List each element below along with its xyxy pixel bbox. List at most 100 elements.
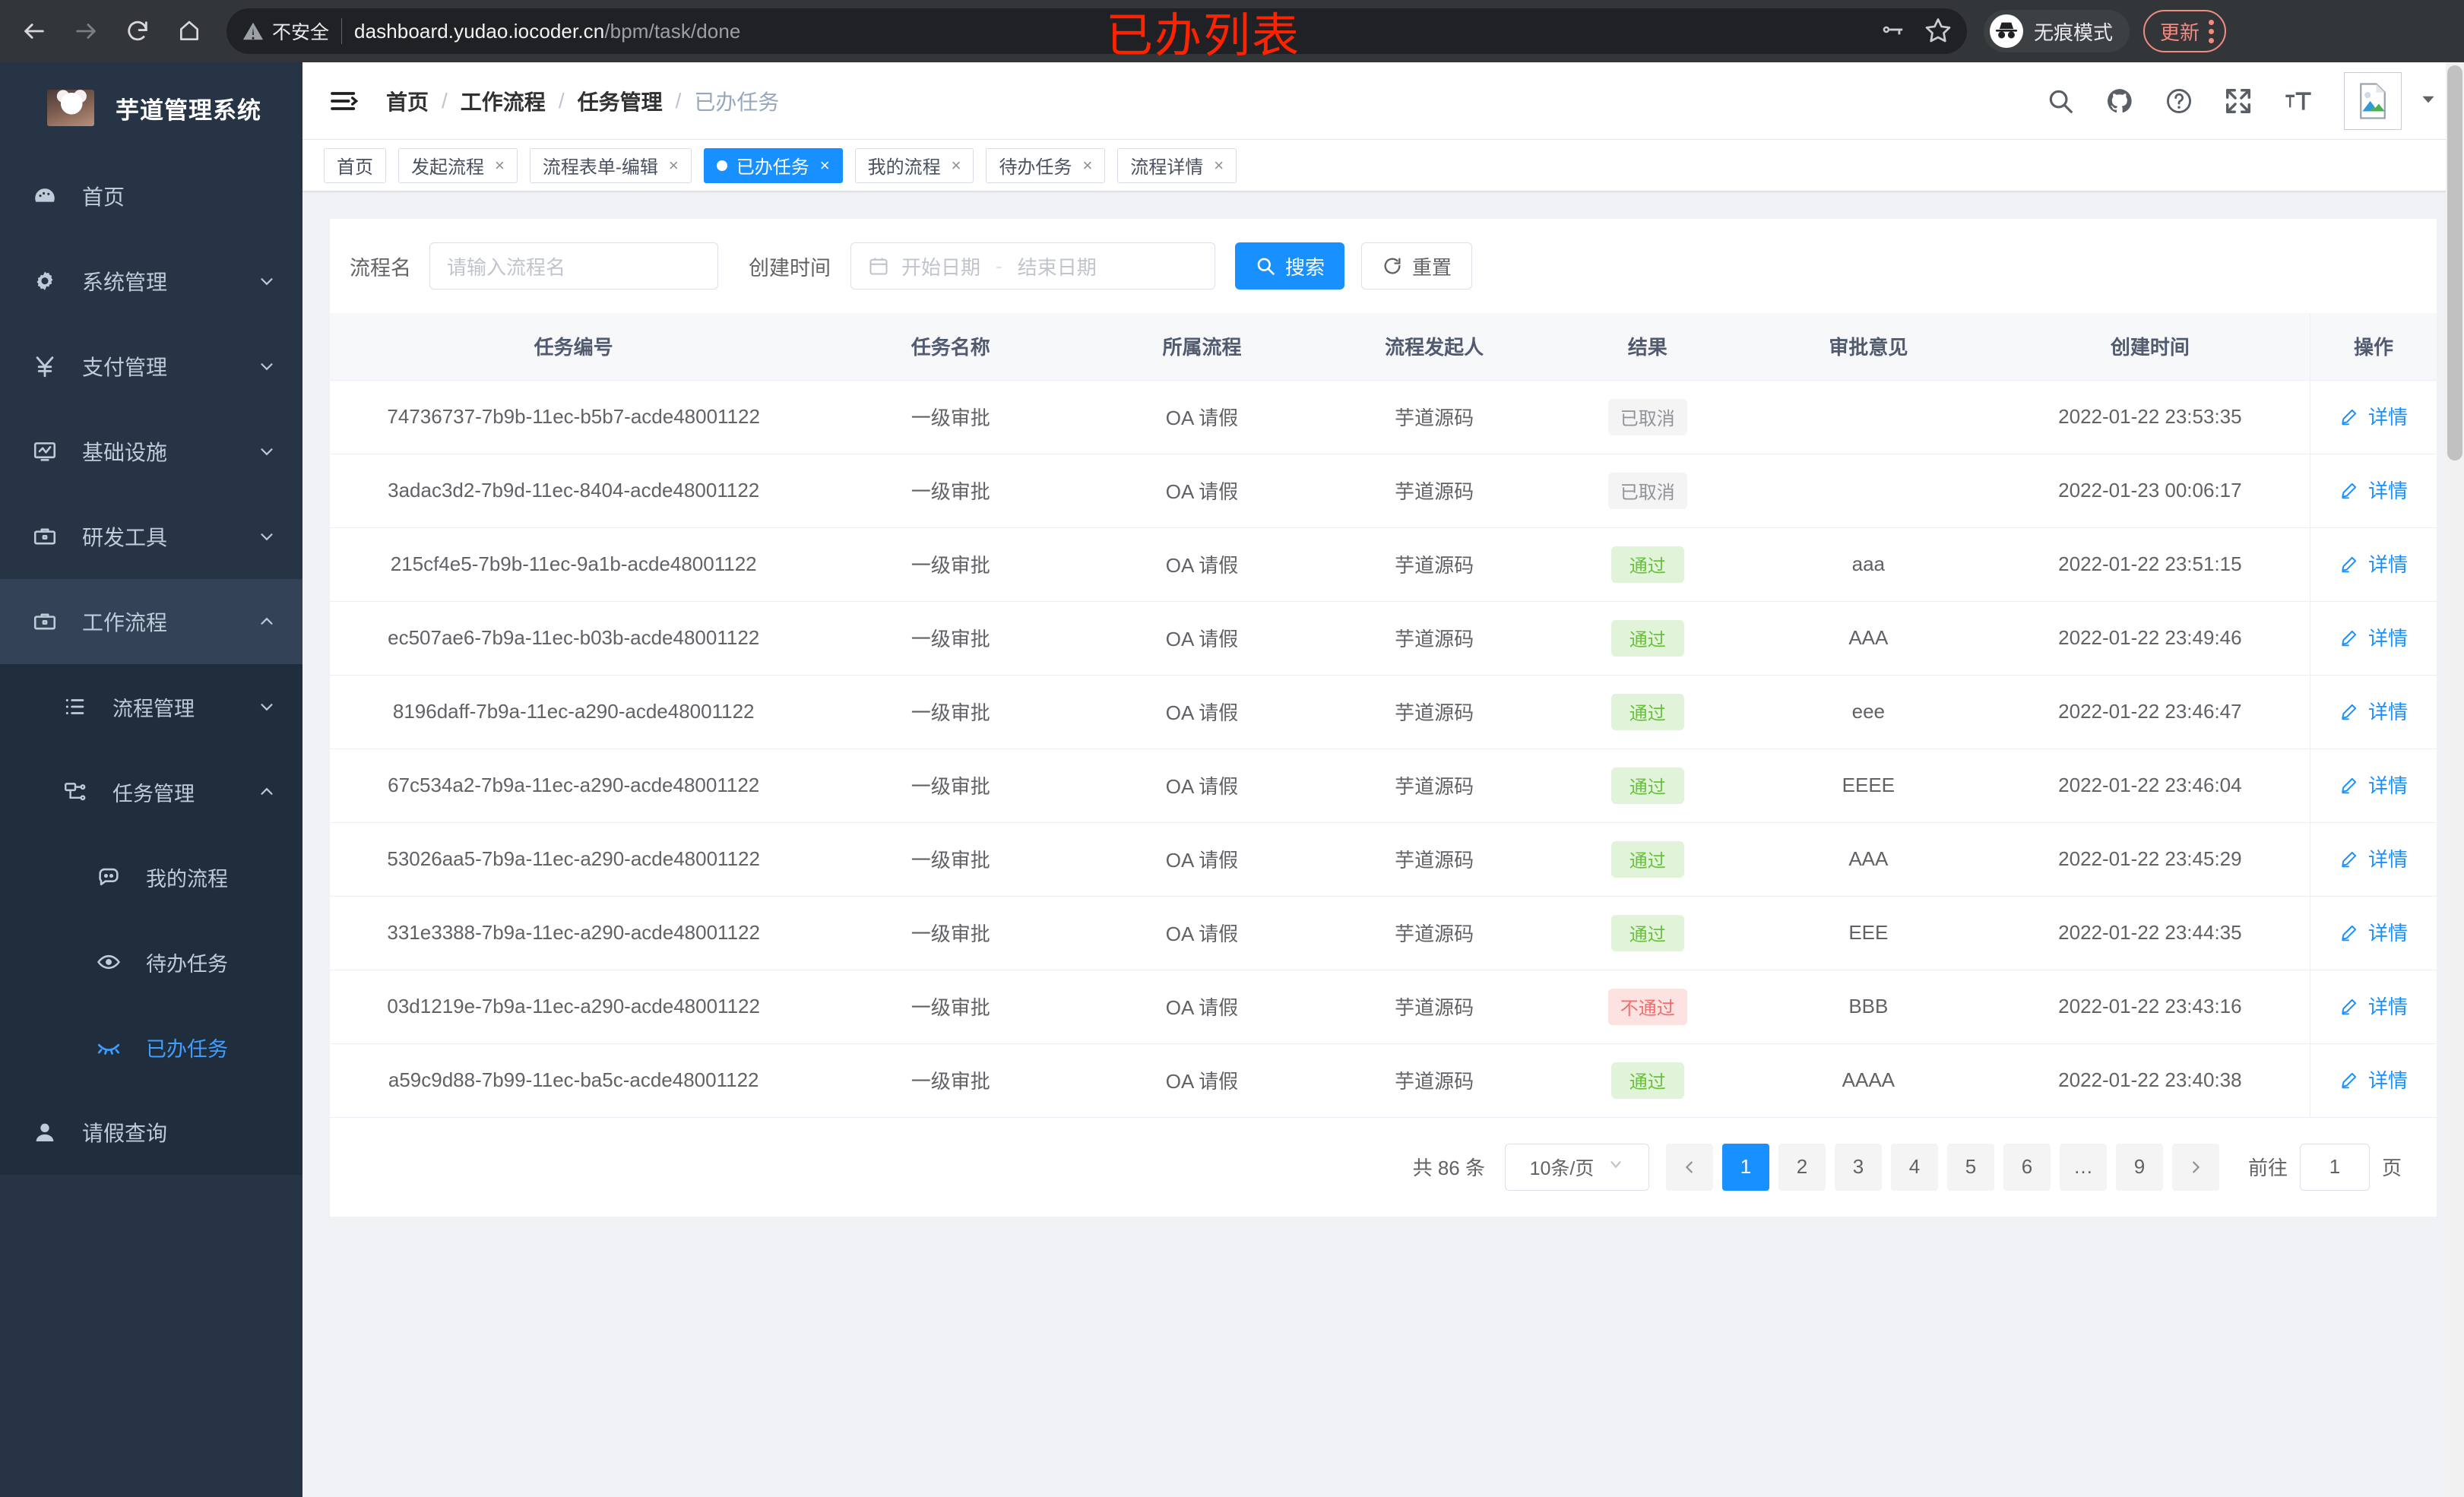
reload-button[interactable] (114, 8, 161, 55)
close-icon[interactable]: × (1214, 155, 1224, 175)
search-button[interactable]: 搜索 (1235, 242, 1345, 290)
close-icon[interactable]: × (1082, 155, 1093, 175)
table-row[interactable]: 8196daff-7b9a-11ec-a290-acde48001122 一级审批… (330, 675, 2437, 749)
address-bar[interactable]: 不安全 dashboard.yudao.iocoder.cn/bpm/task/… (226, 8, 1967, 54)
sidebar-item-4[interactable]: 研发工具 (0, 494, 302, 579)
sidebar-item-9[interactable]: 待办任务 (0, 919, 302, 1005)
page-scrollbar-thumb[interactable] (2447, 65, 2462, 460)
pager-page-2[interactable]: 2 (1778, 1143, 1826, 1191)
pager-page-5[interactable]: 5 (1946, 1143, 1994, 1191)
cell-created: 2022-01-22 23:40:38 (1990, 1043, 2310, 1118)
not-secure-label: 不安全 (272, 22, 330, 43)
sidebar-item-8[interactable]: 我的流程 (0, 834, 302, 919)
detail-button[interactable]: 详情 (2339, 992, 2408, 1020)
table-row[interactable]: ec507ae6-7b9a-11ec-b03b-acde48001122 一级审批… (330, 601, 2437, 676)
pager-page-4[interactable]: 4 (1890, 1143, 1938, 1191)
chevron-up-icon[interactable] (257, 782, 277, 802)
font-size-icon[interactable] (2283, 86, 2314, 116)
close-icon[interactable]: × (951, 155, 961, 175)
cell-result: 通过 (1548, 822, 1747, 897)
reset-button[interactable]: 重置 (1361, 242, 1473, 290)
fullscreen-icon[interactable] (2224, 87, 2253, 116)
pager-page-1[interactable]: 1 (1721, 1143, 1769, 1191)
help-icon[interactable] (2165, 87, 2193, 116)
tab-1[interactable]: 发起流程 × (398, 147, 518, 183)
search-form: 流程名 请输入流程名 创建时间 开始日期 - 结束日期 (330, 219, 2437, 313)
tab-2[interactable]: 流程表单-编辑 × (529, 147, 692, 183)
sidebar-item-10[interactable]: 已办任务 (0, 1005, 302, 1090)
tab-5[interactable]: 待办任务 × (986, 147, 1106, 183)
chevron-down-icon[interactable] (257, 356, 277, 376)
table-row[interactable]: 53026aa5-7b9a-11ec-a290-acde48001122 一级审批… (330, 822, 2437, 897)
close-icon[interactable]: × (819, 155, 830, 175)
chevron-down-icon[interactable] (257, 442, 277, 461)
chevron-down-icon[interactable] (257, 271, 277, 291)
detail-button[interactable]: 详情 (2339, 697, 2408, 725)
cell-result: 已取消 (1548, 454, 1747, 528)
detail-button[interactable]: 详情 (2339, 623, 2408, 651)
incognito-indicator[interactable]: 无痕模式 (1984, 10, 2130, 52)
chevron-up-icon[interactable] (257, 612, 277, 631)
table-row[interactable]: 3adac3d2-7b9d-11ec-8404-acde48001122 一级审批… (330, 454, 2437, 528)
cell-task-id: 3adac3d2-7b9d-11ec-8404-acde48001122 (330, 454, 818, 528)
sidebar-item-1[interactable]: 系统管理 (0, 239, 302, 324)
table-row[interactable]: 67c534a2-7b9a-11ec-a290-acde48001122 一级审批… (330, 748, 2437, 823)
chevron-down-icon[interactable] (2418, 89, 2438, 113)
pager-page-3[interactable]: 3 (1834, 1143, 1882, 1191)
page-size-select[interactable]: 10条/页 (1504, 1143, 1649, 1191)
pager-page-6[interactable]: 6 (2003, 1143, 2051, 1191)
tab-0[interactable]: 首页 (324, 147, 386, 183)
search-icon[interactable] (2046, 87, 2075, 116)
update-button[interactable]: 更新 (2143, 10, 2227, 52)
sidebar-item-5[interactable]: 工作流程 (0, 579, 302, 664)
prev-page-button[interactable] (1665, 1143, 1713, 1191)
chevron-down-icon[interactable] (257, 527, 277, 546)
detail-button[interactable]: 详情 (2339, 1065, 2408, 1093)
github-icon[interactable] (2105, 87, 2134, 116)
key-icon[interactable] (1879, 17, 1905, 46)
detail-button[interactable]: 详情 (2339, 918, 2408, 946)
detail-button[interactable]: 详情 (2339, 402, 2408, 430)
sidebar-item-0[interactable]: 首页 (0, 153, 302, 239)
avatar[interactable] (2344, 71, 2402, 130)
table-row[interactable]: 03d1219e-7b9a-11ec-a290-acde48001122 一级审批… (330, 970, 2437, 1044)
date-range-picker[interactable]: 开始日期 - 结束日期 (850, 242, 1215, 290)
next-page-button[interactable] (2171, 1143, 2219, 1191)
star-icon[interactable] (1924, 16, 1952, 47)
close-icon[interactable]: × (668, 155, 679, 175)
tab-6[interactable]: 流程详情 × (1117, 147, 1237, 183)
table-row[interactable]: a59c9d88-7b99-11ec-ba5c-acde48001122 一级审批… (330, 1043, 2437, 1118)
forward-button[interactable] (62, 8, 109, 55)
tab-3[interactable]: 已办任务 × (703, 147, 843, 183)
chevron-down-icon[interactable] (257, 697, 277, 717)
breadcrumb-item-1[interactable]: 工作流程 (460, 90, 546, 114)
breadcrumb-item-2[interactable]: 任务管理 (577, 90, 663, 114)
process-name-input[interactable]: 请输入流程名 (429, 242, 718, 290)
detail-button[interactable]: 详情 (2339, 844, 2408, 872)
table-row[interactable]: 215cf4e5-7b9b-11ec-9a1b-acde48001122 一级审批… (330, 527, 2437, 602)
pencil-icon (2339, 996, 2359, 1016)
hamburger-icon[interactable] (328, 86, 363, 116)
table-row[interactable]: 74736737-7b9b-11ec-b5b7-acde48001122 一级审批… (330, 380, 2437, 454)
tab-4[interactable]: 我的流程 × (854, 147, 974, 183)
close-icon[interactable]: × (495, 155, 505, 175)
pager-ellipsis[interactable]: … (2059, 1143, 2107, 1191)
browser-chrome: 不安全 dashboard.yudao.iocoder.cn/bpm/task/… (0, 0, 2464, 62)
breadcrumb-item-0[interactable]: 首页 (386, 90, 429, 114)
detail-button[interactable]: 详情 (2339, 771, 2408, 799)
detail-button[interactable]: 详情 (2339, 549, 2408, 578)
sidebar-item-11[interactable]: 请假查询 (0, 1090, 302, 1175)
sidebar-item-2[interactable]: 支付管理 (0, 324, 302, 409)
cell-initiator: 芋道源码 (1319, 601, 1549, 676)
brand[interactable]: 芋道管理系统 (0, 62, 302, 153)
home-button[interactable] (166, 8, 213, 55)
detail-button[interactable]: 详情 (2339, 476, 2408, 504)
pager-page-9[interactable]: 9 (2115, 1143, 2163, 1191)
back-button[interactable] (11, 8, 58, 55)
kebab-menu-icon[interactable] (2209, 19, 2215, 43)
jumper-input[interactable]: 1 (2299, 1143, 2370, 1191)
sidebar-item-7[interactable]: 任务管理 (0, 749, 302, 834)
sidebar-item-6[interactable]: 流程管理 (0, 664, 302, 749)
sidebar-item-3[interactable]: 基础设施 (0, 409, 302, 494)
table-row[interactable]: 331e3388-7b9a-11ec-a290-acde48001122 一级审批… (330, 896, 2437, 970)
